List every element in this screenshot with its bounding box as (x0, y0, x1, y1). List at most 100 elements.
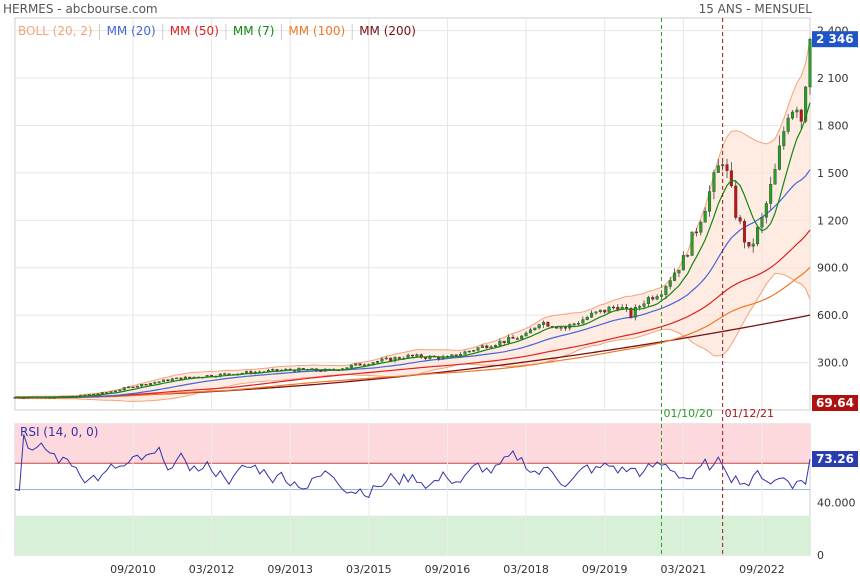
candle-body (607, 306, 611, 313)
candle-body (389, 357, 393, 361)
rsi-overbought-zone (15, 424, 810, 464)
candle-body (349, 365, 353, 368)
candle-body (179, 377, 183, 380)
chart-period: 15 ANS - MENSUEL (698, 2, 812, 16)
bollinger-band-fill (15, 39, 810, 402)
x-tick-label: 03/2018 (503, 563, 549, 576)
candle-body (170, 378, 174, 381)
candle-body (542, 322, 546, 325)
candle-body (742, 221, 746, 243)
candle-body (415, 354, 419, 357)
marker-label: 01/12/21 (725, 407, 774, 420)
rsi-tick-label: 40.000 (817, 497, 856, 510)
candle-body (598, 309, 602, 313)
x-tick-label: 09/2013 (267, 563, 313, 576)
candle-body (131, 386, 135, 389)
candle-body (611, 306, 615, 309)
candle-body (485, 345, 489, 348)
candle-body (419, 354, 423, 358)
candle-body (511, 336, 515, 339)
candle-body (699, 222, 703, 233)
mm7-line (14, 102, 811, 399)
rsi-value-badge-bg (812, 451, 858, 468)
mm50-line (14, 229, 811, 399)
price-tick-label: 1 200 (817, 214, 849, 227)
candle-body (109, 391, 113, 393)
candle-body (786, 117, 790, 132)
legend-item: MM (100) (288, 24, 345, 38)
candle-body (507, 336, 511, 344)
candle-body (148, 383, 152, 386)
candle-body (153, 382, 157, 384)
mm20-line (14, 169, 811, 399)
candle-body (162, 379, 166, 382)
rsi-oversold-zone (15, 515, 810, 555)
candle-body (625, 307, 629, 309)
candle-body (559, 327, 563, 329)
candle-body (734, 185, 738, 218)
candle-body (537, 324, 541, 329)
candle-body (175, 377, 179, 380)
candle-body (472, 350, 476, 352)
candle-body (384, 357, 388, 360)
x-tick-label: 03/2012 (189, 563, 235, 576)
candle-body (703, 211, 707, 223)
legend-item: BOLL (20, 2) (18, 24, 93, 38)
candle-body (144, 384, 148, 386)
bollinger-upper (14, 39, 811, 398)
candle-body (646, 297, 650, 305)
candle-body (498, 340, 502, 346)
candle-body (690, 231, 694, 256)
candle-body (756, 226, 760, 245)
candle-body (275, 369, 279, 371)
candle-body (118, 389, 122, 392)
candle-body (515, 338, 519, 340)
candle-body (673, 272, 677, 281)
candle-body (140, 384, 144, 387)
candle-body (769, 184, 773, 204)
rsi-label: RSI (14, 0, 0) (20, 425, 98, 439)
candle-body (271, 369, 275, 371)
candle-body (799, 109, 803, 122)
price-tick-label: 1 500 (817, 167, 849, 180)
last-price-badge-bg (812, 31, 858, 48)
candle-body (563, 327, 567, 329)
candle-body (410, 354, 415, 357)
candle-body (594, 311, 598, 314)
price-tick-label: 1 800 (817, 119, 849, 132)
candle-body (585, 317, 589, 320)
candle-body (358, 363, 362, 366)
candle-body (227, 373, 231, 375)
last-volume-badge-bg (812, 395, 858, 411)
candle-body (345, 367, 349, 369)
candle-body (664, 286, 668, 295)
x-tick-label: 09/2019 (582, 563, 628, 576)
price-tick-label: 300.0 (817, 357, 849, 370)
candle-body (223, 373, 227, 375)
candle-body (708, 191, 712, 212)
candle-body (113, 390, 117, 393)
candle-body (590, 312, 594, 318)
candle-body (166, 379, 170, 382)
candle-body (245, 371, 249, 374)
candle-body (651, 297, 655, 300)
candle-body (520, 335, 524, 340)
candle-body (773, 169, 777, 185)
candle-body (533, 327, 537, 331)
candle-body (751, 243, 755, 247)
rsi-tick-label: 0 (817, 549, 824, 562)
legend-item: MM (20) (107, 24, 156, 38)
candle-body (157, 381, 161, 383)
candle-body (463, 351, 467, 355)
candle-body (127, 386, 131, 389)
candle-body (397, 357, 401, 359)
candle-body (668, 280, 672, 287)
candle-body (633, 306, 637, 318)
candle-body (424, 357, 428, 359)
legend-item: MM (200) (359, 24, 416, 38)
candle-body (642, 303, 646, 307)
candle-body (795, 109, 799, 113)
candle-body (480, 345, 484, 348)
candle-body (572, 323, 576, 326)
